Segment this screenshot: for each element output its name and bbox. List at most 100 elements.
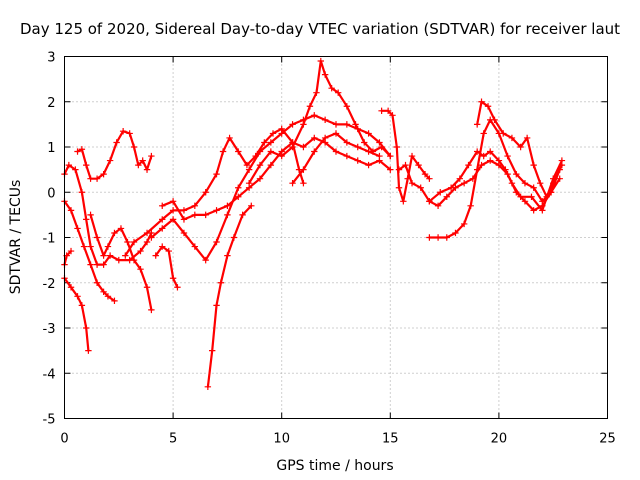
data-point <box>230 234 238 241</box>
data-point <box>113 139 120 146</box>
data-point <box>317 57 324 65</box>
data-point <box>159 243 166 250</box>
data-point <box>226 134 233 142</box>
data-point <box>72 166 79 173</box>
data-point <box>152 252 159 259</box>
data-point <box>460 220 468 228</box>
data-point <box>204 383 212 391</box>
data-point <box>267 161 275 169</box>
data-point <box>387 166 394 173</box>
data-point <box>278 130 285 137</box>
data-point <box>117 225 125 232</box>
data-point <box>467 202 474 210</box>
data-point <box>354 157 361 164</box>
data-point <box>213 170 220 178</box>
data-point <box>169 207 177 214</box>
data-point <box>67 207 75 214</box>
data-point <box>487 157 494 164</box>
series-arc-1 <box>61 161 155 268</box>
data-point <box>243 161 251 169</box>
data-point <box>395 166 403 173</box>
data-point <box>219 148 227 155</box>
data-point <box>395 184 403 191</box>
data-point <box>528 193 535 200</box>
data-point <box>421 170 429 178</box>
series-line <box>63 250 73 266</box>
data-point <box>495 157 503 164</box>
series-arc-10 <box>159 134 394 223</box>
data-point <box>191 211 199 219</box>
data-point <box>104 243 112 250</box>
series-line <box>206 204 253 388</box>
data-point <box>191 243 199 250</box>
series-arc-7 <box>122 125 307 259</box>
data-point <box>74 293 81 300</box>
data-point <box>332 130 340 137</box>
data-point <box>256 161 264 169</box>
data-point <box>478 161 485 169</box>
data-point <box>143 166 151 173</box>
data-point <box>473 166 481 173</box>
data-point <box>289 121 296 128</box>
data-point <box>539 207 546 214</box>
data-point <box>321 116 329 124</box>
series-line <box>154 245 179 289</box>
data-point <box>393 143 401 151</box>
data-point <box>130 238 138 246</box>
x-tick-label: 0 <box>60 432 68 447</box>
data-point <box>159 216 166 223</box>
data-point <box>426 198 433 205</box>
data-point <box>460 180 468 187</box>
series-arc-18 <box>473 98 566 200</box>
data-point <box>300 166 307 173</box>
data-point <box>78 302 86 309</box>
data-point <box>93 261 101 268</box>
data-point <box>480 130 487 137</box>
data-point <box>508 180 516 187</box>
data-point <box>311 112 318 119</box>
series-arc-11 <box>204 202 255 391</box>
data-point <box>480 152 487 160</box>
data-point <box>87 243 94 250</box>
data-point <box>389 112 396 119</box>
data-point <box>148 306 155 314</box>
y-tick-label: 1 <box>47 141 55 156</box>
data-point <box>169 198 177 205</box>
data-point <box>465 161 472 169</box>
data-point <box>343 139 351 146</box>
data-point <box>311 148 318 155</box>
data-point <box>289 180 296 187</box>
data-point <box>180 229 188 237</box>
plot-frame <box>64 56 608 419</box>
x-tick-label: 20 <box>491 432 508 447</box>
data-point <box>456 175 464 182</box>
data-point <box>139 157 146 164</box>
data-point <box>487 148 494 155</box>
data-point <box>328 84 335 92</box>
series-arc-4 <box>61 247 75 268</box>
data-point <box>180 207 188 214</box>
data-point <box>130 256 138 264</box>
data-point <box>361 139 368 146</box>
data-point <box>224 252 231 259</box>
data-point <box>74 225 81 232</box>
data-point <box>235 184 242 191</box>
data-point <box>530 161 537 169</box>
data-point <box>126 130 133 137</box>
data-point <box>83 324 90 332</box>
data-point <box>300 121 307 128</box>
data-point <box>224 211 231 219</box>
y-tick-label: -5 <box>43 413 56 428</box>
series-line <box>428 118 561 239</box>
data-point <box>106 157 114 164</box>
data-point <box>504 152 511 160</box>
data-point <box>267 148 275 155</box>
series-line <box>76 130 153 180</box>
y-tick-label: -3 <box>43 322 56 337</box>
data-point <box>104 293 112 300</box>
y-tick-label: -2 <box>43 277 56 292</box>
data-point <box>550 180 557 187</box>
y-tick-label: -1 <box>43 232 56 247</box>
data-point <box>261 139 268 146</box>
series-line <box>248 59 392 185</box>
